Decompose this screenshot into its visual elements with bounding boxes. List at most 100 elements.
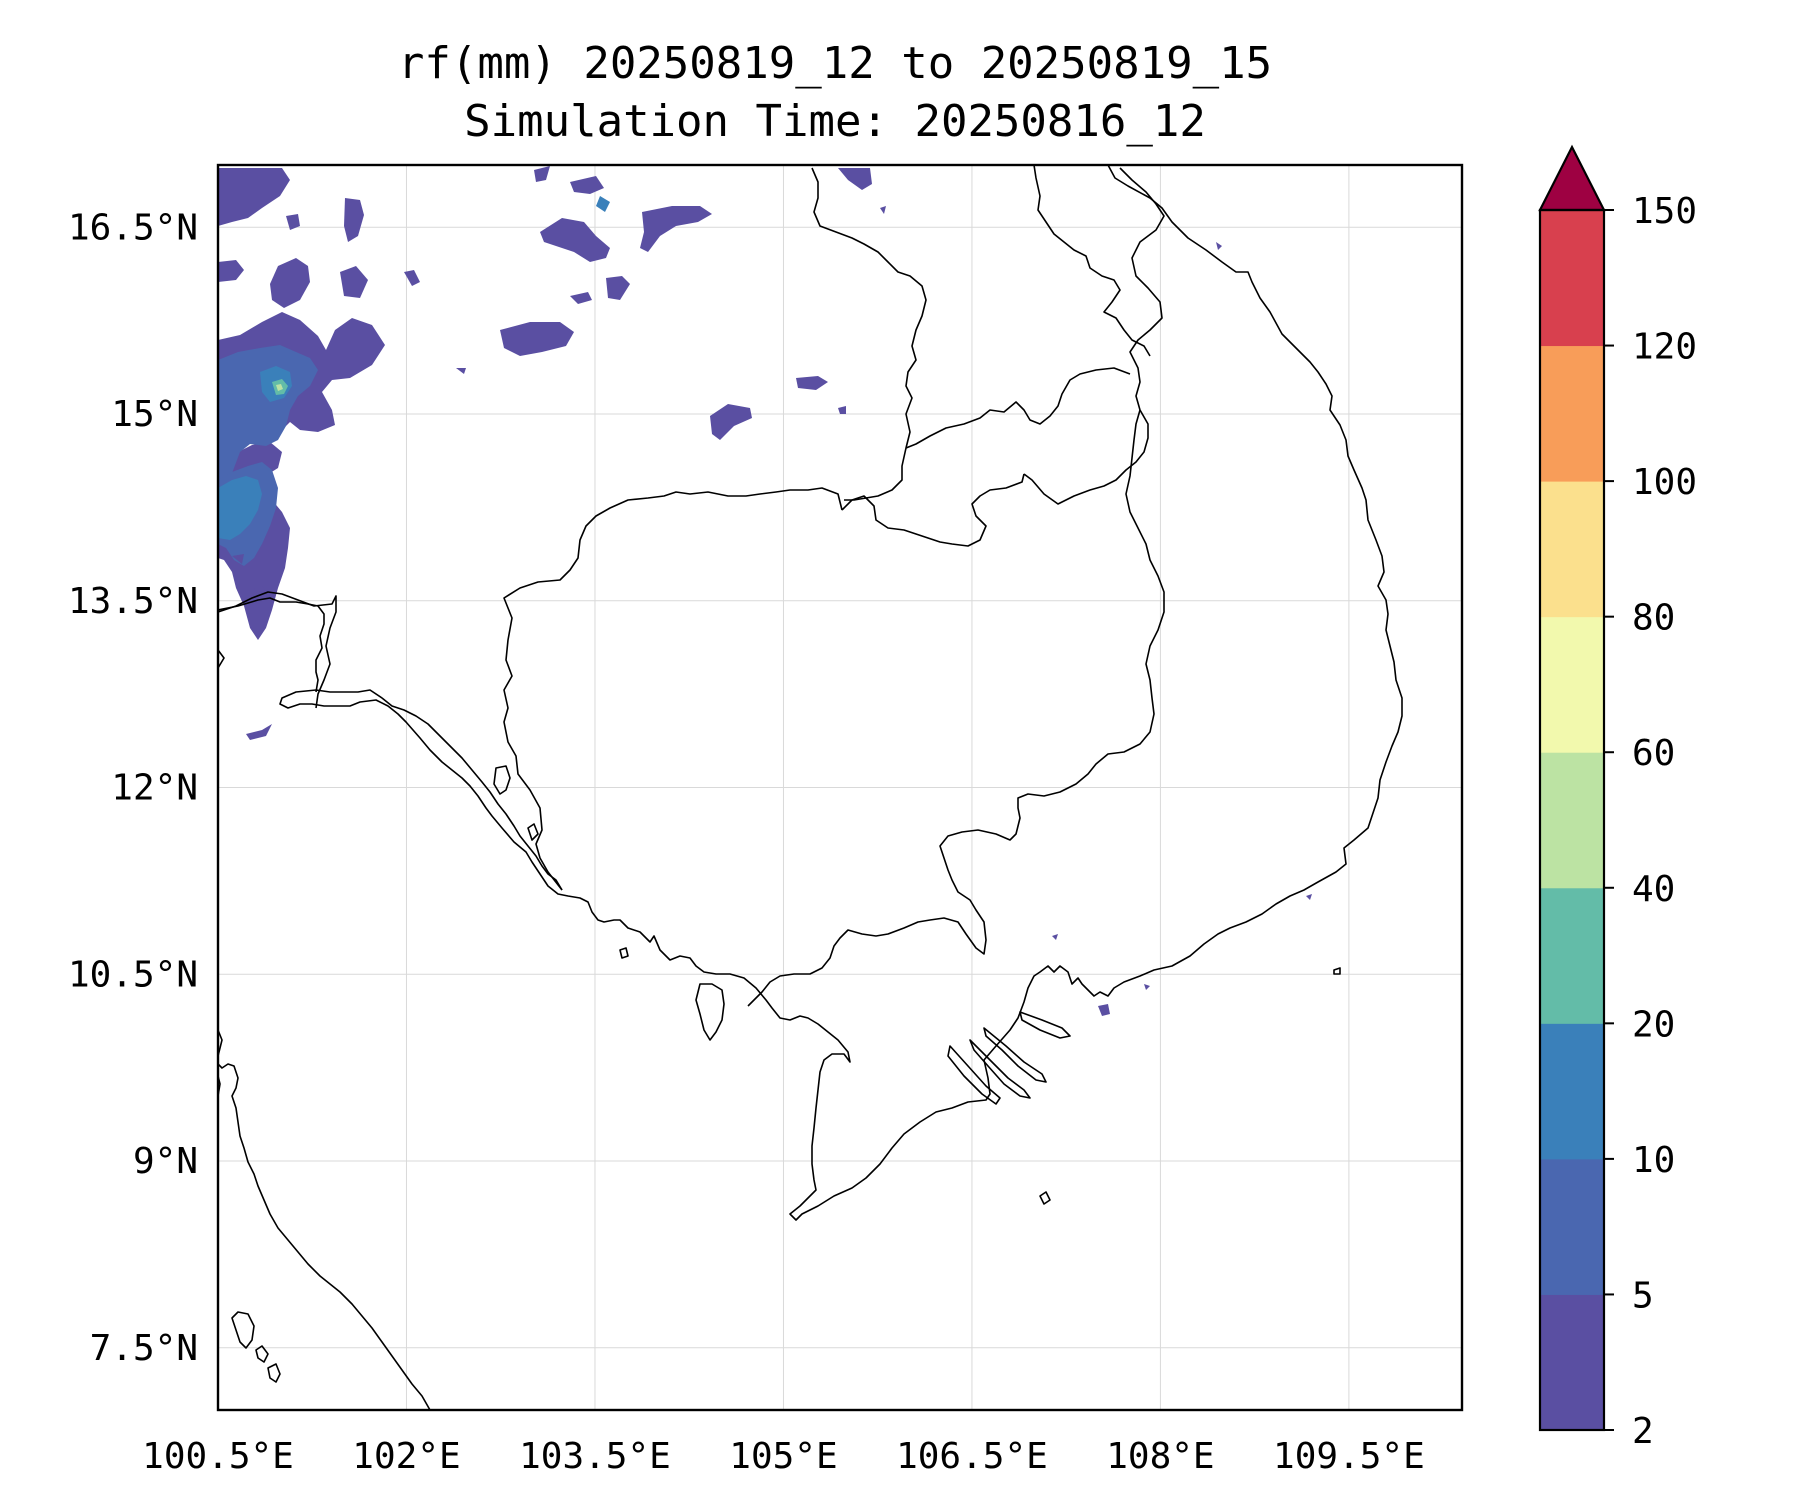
colorbar-frame [1538, 208, 1606, 1432]
colorbar-swatch [1540, 1294, 1604, 1431]
border-laos-cambodia-east [905, 367, 1131, 449]
y-tick-label: 12°N [111, 768, 198, 809]
rain-area-cluster-3 [570, 176, 604, 194]
y-tick-label: 10.5°N [68, 954, 198, 995]
colorbar-label: 80 [1632, 598, 1675, 639]
rain-area-coast-a [1098, 1004, 1110, 1016]
rain-area-north-patch-f [286, 214, 300, 230]
x-tick-label: 108°E [1106, 1436, 1214, 1477]
rain-area-nw-small-b [254, 586, 270, 598]
y-tick-label: 9°N [133, 1141, 198, 1182]
y-tick-label: 15°N [111, 394, 198, 435]
rain-area-north-patch-d [340, 266, 368, 298]
mekong-delta-arm-3 [947, 1045, 1001, 1105]
colorbar: 2 5 10 20 40 60 80 100 120 150 [1538, 144, 1697, 1452]
rain-area-laos-d [838, 168, 872, 190]
map-frame [216, 163, 1464, 1412]
colorbar-extend-arrow [1538, 144, 1606, 212]
x-tick-label: 106.5°E [896, 1436, 1048, 1477]
rain-area-coast-c [1144, 984, 1150, 990]
coastline-gulf-thailand [218, 597, 325, 693]
rain-area-cluster-6 [500, 322, 574, 356]
mekong-delta-arm-1 [983, 1027, 1047, 1083]
colorbar-swatch [1540, 210, 1604, 347]
rain-area-laos-a [710, 404, 752, 440]
rain-area-coast-d [1216, 242, 1222, 250]
country-borders [218, 165, 1165, 1007]
border-cambodia-laos [841, 473, 1025, 547]
rain-area-cluster-2 [640, 206, 712, 252]
mekong-delta-arm-4 [1019, 1011, 1071, 1039]
coast-island-c [267, 1363, 281, 1383]
x-tick-label: 100.5°E [142, 1436, 294, 1477]
rain-area-cluster-9 [456, 368, 466, 374]
colorbar-label: 150 [1632, 191, 1697, 232]
rain-area-north-patch-a [218, 260, 244, 282]
rain-area-cluster-7 [606, 276, 630, 300]
colorbar-swatch [1540, 616, 1604, 753]
x-tick-label: 103.5°E [519, 1436, 671, 1477]
rain-area-nw-small-c [246, 724, 272, 740]
border-cambodia-vietnam [1023, 167, 1165, 505]
rain-area-cluster-1 [540, 218, 610, 262]
rain-area-north-patch-c [344, 198, 364, 242]
x-tick-label: 109.5°E [1273, 1436, 1425, 1477]
title-line-1: rf(mm) 20250819_12 to 20250819_15 [398, 38, 1272, 89]
rain-area-coast-e [1306, 894, 1312, 900]
rainfall-layer [218, 166, 1312, 1016]
colorbar-swatch [1540, 481, 1604, 618]
colorbar-label: 10 [1632, 1140, 1675, 1181]
colorbar-swatch [1540, 887, 1604, 1024]
colorbar-label: 120 [1632, 327, 1697, 368]
coastline-peninsula [218, 1063, 431, 1410]
map-area [216, 163, 1464, 1412]
coastline-western-edge [218, 1029, 223, 1057]
coast-island-small-4 [1333, 967, 1341, 975]
coastline-vietnam [279, 165, 1403, 1221]
rain-area-cluster-4 [534, 166, 550, 182]
rain-area-cluster-8 [570, 292, 592, 304]
mekong-delta-arm-2 [969, 1039, 1031, 1099]
rain-area-nw-core [218, 476, 262, 540]
colorbar-swatch [1540, 1158, 1604, 1295]
rain-area-north-patch-b [270, 258, 310, 308]
rain-area-nw-band-mid [218, 345, 318, 504]
coast-island-small-3 [1039, 1191, 1051, 1205]
colorbar-swatches [1540, 210, 1604, 1431]
rain-area-laos-b [796, 376, 828, 390]
rain-area-nw-peak-top [276, 384, 283, 391]
colorbar-swatch [1540, 345, 1604, 482]
rain-area-laos-e [880, 206, 886, 214]
colorbar-label: 5 [1632, 1275, 1654, 1316]
x-tick-label: 105°E [729, 1436, 837, 1477]
rain-area-laos-c [838, 406, 846, 414]
rain-area-coast-b [1052, 934, 1058, 940]
x-tick-label: 102°E [352, 1436, 460, 1477]
rain-area-north-top [218, 168, 290, 226]
coastlines-and-borders [218, 165, 1403, 1410]
coast-island-small-2 [619, 947, 629, 959]
y-tick-label: 16.5°N [68, 207, 198, 248]
border-cambodia-vietnam-south [747, 409, 1165, 1007]
border-thailand-cambodia [218, 591, 337, 709]
coast-island-b [255, 1345, 269, 1363]
rain-area-nw-small-a [232, 554, 244, 564]
gridlines [218, 165, 1462, 1410]
colorbar-label: 20 [1632, 1004, 1675, 1045]
colorbar-label: 100 [1632, 462, 1697, 503]
colorbar-swatch [1540, 752, 1604, 889]
rain-area-cluster-5 [596, 196, 610, 212]
border-laos-thailand [811, 167, 927, 501]
border-laos-vietnam [1033, 165, 1151, 357]
x-axis-ticks: 100.5°E 102°E 103.5°E 105°E 106.5°E 108°E 109.… [142, 1436, 1425, 1477]
y-tick-label: 13.5°N [68, 581, 198, 622]
title-line-2: Simulation Time: 20250816_12 [464, 96, 1206, 147]
coast-island-small-1 [527, 823, 539, 841]
rain-area-north-patch-e [404, 270, 420, 286]
colorbar-swatch [1540, 1023, 1604, 1160]
colorbar-label: 2 [1632, 1411, 1654, 1452]
colorbar-label: 40 [1632, 869, 1675, 910]
coast-island-koh-kong [493, 765, 511, 795]
coast-island-phu-quoc [695, 983, 725, 1041]
